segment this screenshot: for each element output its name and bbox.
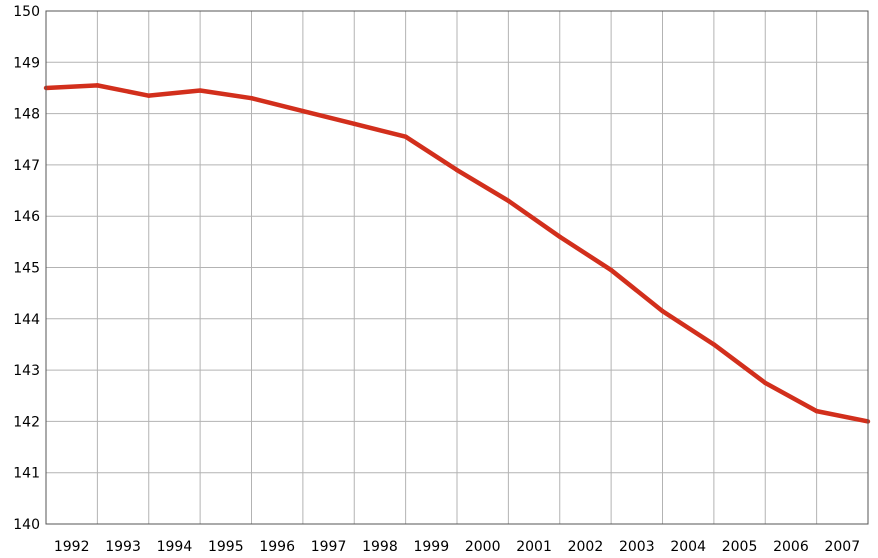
plot-frame [45, 10, 869, 525]
x-tick-label: 1997 [311, 539, 347, 555]
data-point [95, 83, 100, 88]
y-tick-label: 149 [13, 55, 40, 71]
data-point [557, 234, 562, 239]
x-tick-label: 2003 [619, 539, 655, 555]
x-tick-label: 1992 [54, 539, 90, 555]
data-point [403, 134, 408, 139]
data-point [814, 408, 819, 414]
x-tick-label: 1998 [362, 539, 398, 555]
x-tick-label: 2005 [722, 539, 758, 555]
y-tick-label: 146 [13, 209, 40, 225]
y-tick-label: 140 [13, 517, 40, 533]
data-point [197, 88, 203, 93]
x-tick-label: 1999 [413, 539, 449, 555]
x-tick-label: 2000 [465, 539, 501, 555]
data-point [300, 108, 306, 114]
data-point [660, 308, 665, 314]
x-tick-label: 2001 [516, 539, 552, 555]
x-tick-label: 1996 [259, 539, 295, 555]
series-layer [43, 83, 871, 424]
y-tick-label: 150 [13, 4, 40, 20]
grid-lines [46, 11, 868, 524]
data-point [454, 167, 460, 173]
y-axis: 140 141 142 143 144 145 146 147 148 149 150 [13, 4, 40, 533]
y-tick-label: 142 [13, 414, 40, 430]
data-point [352, 121, 357, 127]
y-tick-label: 144 [13, 312, 40, 328]
x-tick-label: 2006 [773, 539, 809, 555]
y-tick-label: 141 [13, 466, 40, 482]
x-tick-label: 2004 [670, 539, 706, 555]
y-tick-label: 147 [13, 158, 40, 174]
x-tick-label: 1993 [105, 539, 141, 555]
data-point [506, 198, 511, 204]
data-point [763, 380, 768, 386]
x-tick-label: 2002 [568, 539, 604, 555]
x-axis: 1992 1993 1994 1995 1996 1997 1998 1999 2000 2001… [54, 539, 860, 555]
data-point [146, 93, 151, 98]
x-tick-label: 1994 [157, 539, 193, 555]
x-tick-label: 2007 [824, 539, 860, 555]
data-point [608, 267, 614, 273]
y-tick-label: 148 [13, 107, 40, 123]
x-tick-label: 1995 [208, 539, 244, 555]
y-tick-label: 145 [13, 261, 40, 277]
y-tick-label: 143 [13, 363, 40, 379]
data-point [711, 342, 717, 347]
data-point [249, 96, 254, 101]
